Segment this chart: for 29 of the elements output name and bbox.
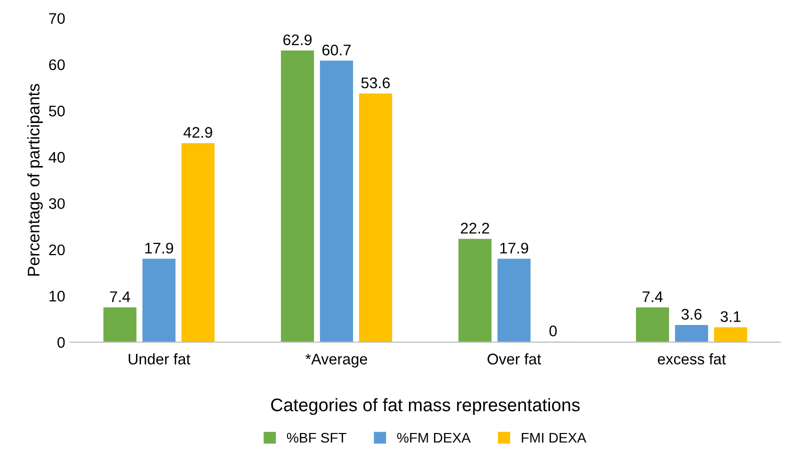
legend-label: FMI DEXA <box>522 432 586 443</box>
data-label: 22.2 <box>460 222 490 234</box>
x-tick-label: excess fat <box>658 353 726 364</box>
data-label: 53.6 <box>361 77 390 88</box>
y-tick-label: 60 <box>49 59 65 70</box>
y-tick-label: 20 <box>49 244 65 256</box>
x-axis-title: Categories of fat mass representations <box>271 398 580 415</box>
data-label: 0 <box>549 326 557 336</box>
legend-label: %BF SFT <box>286 432 346 443</box>
x-tick-label: Over fat <box>488 353 542 364</box>
x-tick-label: Under fat <box>128 353 190 364</box>
data-label: 62.9 <box>283 34 312 46</box>
data-label: 17.9 <box>145 242 174 254</box>
y-tick-label: 70 <box>49 13 65 24</box>
data-label: 3.6 <box>682 308 702 320</box>
data-label: 17.9 <box>500 242 528 254</box>
y-tick-label: 30 <box>48 198 65 210</box>
y-tick-label: 50 <box>48 106 65 116</box>
y-tick-label: 10 <box>50 290 65 302</box>
y-tick-label: 40 <box>48 152 65 163</box>
data-label: 60.7 <box>322 44 351 56</box>
x-tick-label: *Average <box>305 354 368 368</box>
legend-label: %FM DEXA <box>397 432 471 443</box>
y-tick-label: 0 <box>57 337 65 348</box>
data-label: 3.1 <box>720 311 740 322</box>
data-label: 7.4 <box>642 291 663 302</box>
data-label: 7.4 <box>110 291 130 302</box>
data-label: 42.9 <box>184 127 212 138</box>
y-axis-title: Percentage of participants <box>27 84 43 276</box>
